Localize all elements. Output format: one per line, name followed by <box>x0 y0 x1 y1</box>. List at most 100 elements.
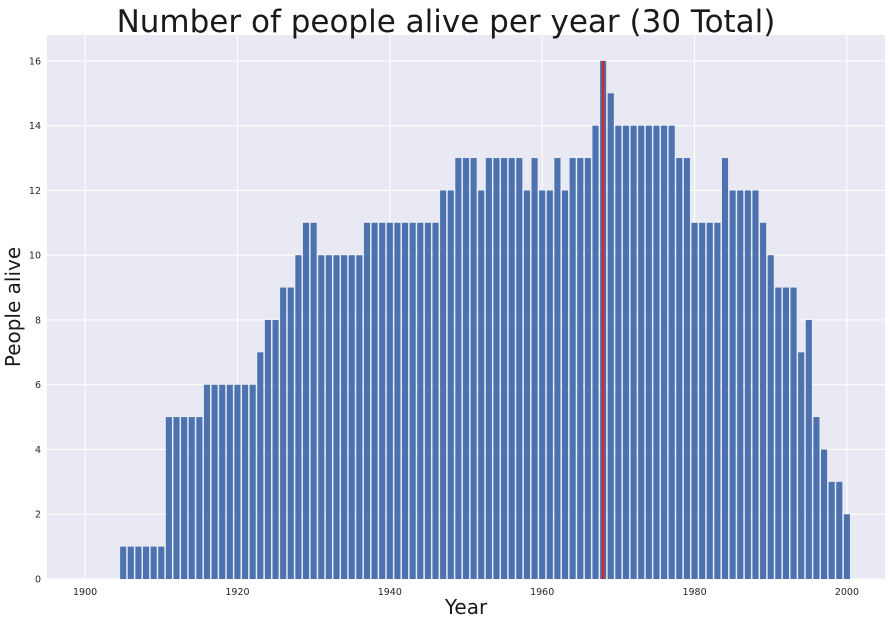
y-tick-label: 16 <box>29 56 41 67</box>
bar-1943 <box>409 222 416 579</box>
x-tick-labels: 1900 1920 1940 1960 1980 2000 <box>73 587 859 598</box>
bar-1955 <box>501 158 508 580</box>
chart-title: Number of people alive per year (30 Tota… <box>117 4 776 40</box>
bar-1934 <box>341 255 348 579</box>
bar-1971 <box>622 125 630 580</box>
bar-1942 <box>402 222 409 579</box>
x-tick-label: 1980 <box>682 587 706 598</box>
x-tick-label: 1900 <box>73 587 97 598</box>
bar-1976 <box>661 125 668 580</box>
bar-1973 <box>638 125 645 580</box>
bar-1957 <box>516 158 523 580</box>
bar-1961 <box>546 190 553 579</box>
bar-1919 <box>226 384 233 579</box>
bar-1987 <box>744 190 751 579</box>
bar-1995 <box>805 319 812 579</box>
bar-1908 <box>142 546 150 579</box>
bar-1940 <box>386 222 393 579</box>
bar-1933 <box>333 255 340 579</box>
bar-1935 <box>348 255 355 579</box>
bar-1951 <box>470 158 477 580</box>
bar-1918 <box>219 384 226 579</box>
bar-1929 <box>302 222 310 579</box>
bar-1985 <box>729 190 736 579</box>
bar-1917 <box>211 384 218 579</box>
x-tick-label: 1960 <box>530 587 554 598</box>
bar-1998 <box>828 481 835 579</box>
bar-2000 <box>843 514 850 579</box>
bar-1921 <box>242 384 249 579</box>
bar-1938 <box>371 222 378 579</box>
y-axis-label: People alive <box>1 247 25 367</box>
bar-1949 <box>455 158 462 580</box>
bar-1936 <box>356 255 363 579</box>
bar-1926 <box>280 287 287 579</box>
bar-1920 <box>234 384 241 579</box>
y-tick-label: 14 <box>29 121 41 132</box>
bar-1994 <box>798 352 805 579</box>
y-tick-labels: 0 2 4 6 8 10 12 14 16 <box>29 56 41 585</box>
bar-1969 <box>607 93 614 579</box>
bar-1932 <box>325 255 332 579</box>
bar-1907 <box>135 546 142 579</box>
bar-1984 <box>721 158 729 580</box>
bars <box>120 60 850 580</box>
bar-1914 <box>188 417 195 579</box>
x-tick-label: 1920 <box>225 587 249 598</box>
bar-1970 <box>615 125 622 580</box>
bar-1947 <box>440 190 447 579</box>
bar-1924 <box>264 319 271 579</box>
bar-1990 <box>767 255 774 579</box>
x-tick-label: 2000 <box>835 587 859 598</box>
bar-1982 <box>706 222 713 579</box>
bar-1992 <box>782 287 790 579</box>
bar-1954 <box>493 158 500 580</box>
bar-1953 <box>485 158 492 580</box>
bar-1979 <box>683 158 690 580</box>
bar-1981 <box>699 222 706 579</box>
bar-1975 <box>653 125 660 580</box>
bar-1909 <box>150 546 157 579</box>
y-tick-label: 4 <box>35 445 41 456</box>
bar-1915 <box>196 417 203 579</box>
bar-1963 <box>561 190 569 579</box>
bar-1931 <box>318 255 325 579</box>
bar-1956 <box>508 158 515 580</box>
bar-1910 <box>158 546 165 579</box>
y-tick-label: 12 <box>29 186 41 197</box>
bar-1991 <box>775 287 782 579</box>
bar-1945 <box>424 222 431 579</box>
bar-1986 <box>737 190 744 579</box>
x-tick-label: 1940 <box>378 587 402 598</box>
bar-1928 <box>295 255 302 579</box>
bar-1913 <box>181 417 188 579</box>
bar-1967 <box>592 125 599 580</box>
bar-1911 <box>165 417 172 579</box>
bar-1999 <box>836 481 843 579</box>
bar-1912 <box>173 417 180 579</box>
bar-1927 <box>287 287 294 579</box>
bar-1972 <box>630 125 637 580</box>
bar-1959 <box>531 158 538 580</box>
bar-1939 <box>379 222 386 579</box>
bar-1941 <box>394 222 401 579</box>
y-tick-label: 6 <box>35 380 41 391</box>
bar-1905 <box>120 546 127 579</box>
bar-1983 <box>714 222 721 579</box>
x-axis-label: Year <box>444 595 488 619</box>
bar-1958 <box>523 190 530 579</box>
bar-1965 <box>577 158 584 580</box>
bar-1964 <box>569 158 576 580</box>
bar-1906 <box>127 546 134 579</box>
bar-1937 <box>363 222 371 579</box>
bar-1946 <box>432 222 439 579</box>
bar-1993 <box>790 287 797 579</box>
y-tick-label: 0 <box>35 575 41 586</box>
y-tick-label: 10 <box>29 251 41 262</box>
bar-1916 <box>203 384 211 579</box>
bar-1952 <box>478 190 485 579</box>
y-tick-label: 2 <box>35 510 41 521</box>
bar-1962 <box>554 158 561 580</box>
bar-1930 <box>310 222 317 579</box>
